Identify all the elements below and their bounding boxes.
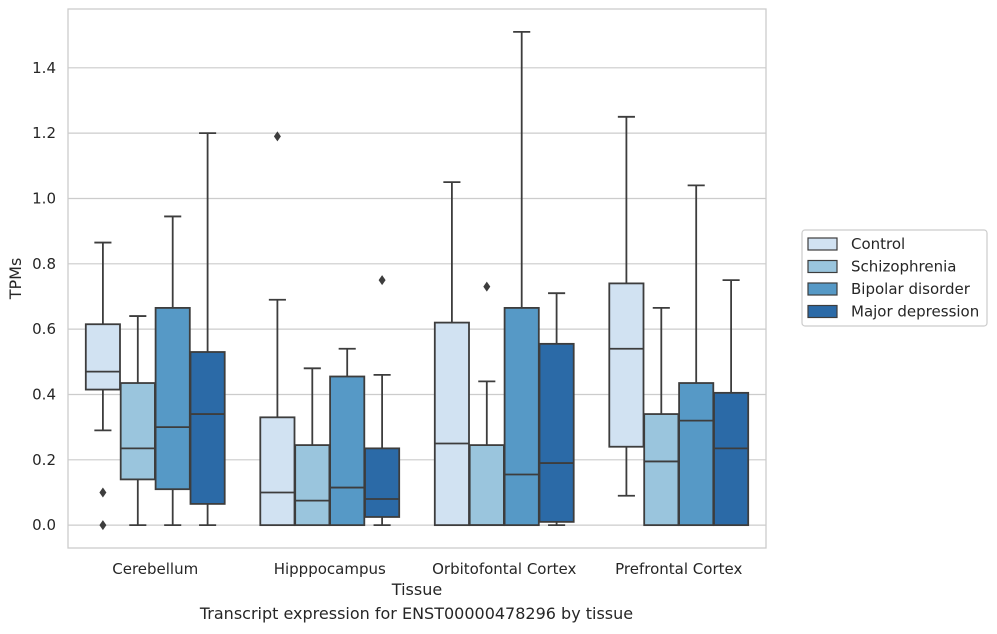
figure-caption: Transcript expression for ENST0000047829… [199, 604, 634, 623]
legend-label: Major depression [851, 303, 979, 321]
y-tick-label: 1.2 [32, 124, 56, 142]
box-rect [433, 321, 470, 527]
box-rect [503, 306, 540, 527]
x-axis-ticks: Cerebellum Hipppocampus Orbitofontal Corte… [112, 560, 742, 578]
box-2-3 [678, 184, 715, 527]
box-2-2 [503, 30, 540, 527]
x-tick-label: Prefrontal Cortex [615, 560, 742, 578]
box-rect [84, 323, 121, 391]
box-rect [189, 351, 226, 505]
x-axis-label: Tissue [391, 580, 442, 599]
box-0-0 [84, 241, 121, 531]
y-tick-label: 1.0 [32, 189, 56, 207]
outlier-point [99, 487, 107, 498]
box-3-0 [189, 132, 226, 527]
box-rect [713, 391, 750, 527]
box-0-1 [259, 131, 296, 527]
box-2-0 [154, 215, 191, 527]
outlier-point [483, 281, 491, 292]
box-rect [678, 382, 715, 527]
legend-swatch [807, 282, 838, 296]
legend-swatch [807, 304, 838, 319]
box-rect [154, 306, 191, 491]
box-rect [468, 444, 505, 527]
box-rect [364, 447, 401, 518]
box-0-3 [608, 115, 645, 497]
box-rect [294, 444, 331, 527]
x-tick-label: Orbitofontal Cortex [432, 560, 576, 578]
y-tick-label: 0.4 [32, 385, 56, 403]
box-1-1 [294, 367, 331, 527]
y-tick-label: 0.8 [32, 255, 56, 273]
box-3-3 [713, 279, 750, 527]
boxes [84, 30, 750, 531]
box-rect [538, 342, 575, 523]
box-1-0 [119, 315, 156, 527]
box-rect [329, 375, 366, 527]
y-tick-label: 1.4 [32, 59, 56, 77]
legend-frame [801, 229, 988, 327]
legend-label: Schizophrenia [851, 258, 956, 276]
y-tick-label: 0.2 [32, 451, 56, 469]
legend-label: Control [851, 235, 905, 253]
box-1-3 [643, 306, 680, 527]
box-1-2 [468, 281, 505, 527]
x-tick-label: Cerebellum [112, 560, 198, 578]
outlier-point [378, 275, 386, 286]
box-0-2 [433, 181, 470, 527]
legend: Control Schizophrenia Bipolar disorder Majo… [801, 229, 988, 327]
box-rect [643, 413, 680, 527]
box-rect [608, 282, 645, 448]
y-tick-label: 0.6 [32, 320, 56, 338]
legend-swatch [807, 259, 838, 274]
outlier-point [99, 520, 107, 531]
legend-label: Bipolar disorder [851, 280, 971, 298]
y-tick-label: 0.0 [32, 516, 56, 534]
y-axis-label: TPMs [6, 258, 25, 301]
box-rect [259, 416, 296, 527]
x-tick-label: Hipppocampus [274, 560, 386, 578]
box-3-1 [364, 275, 401, 527]
box-rect [119, 382, 156, 481]
y-axis-ticks: 0.0 0.2 0.4 0.6 0.8 1.0 1.2 1.4 [32, 59, 56, 534]
outlier-point [273, 131, 281, 142]
box-3-2 [538, 292, 575, 527]
legend-swatch [807, 237, 838, 251]
